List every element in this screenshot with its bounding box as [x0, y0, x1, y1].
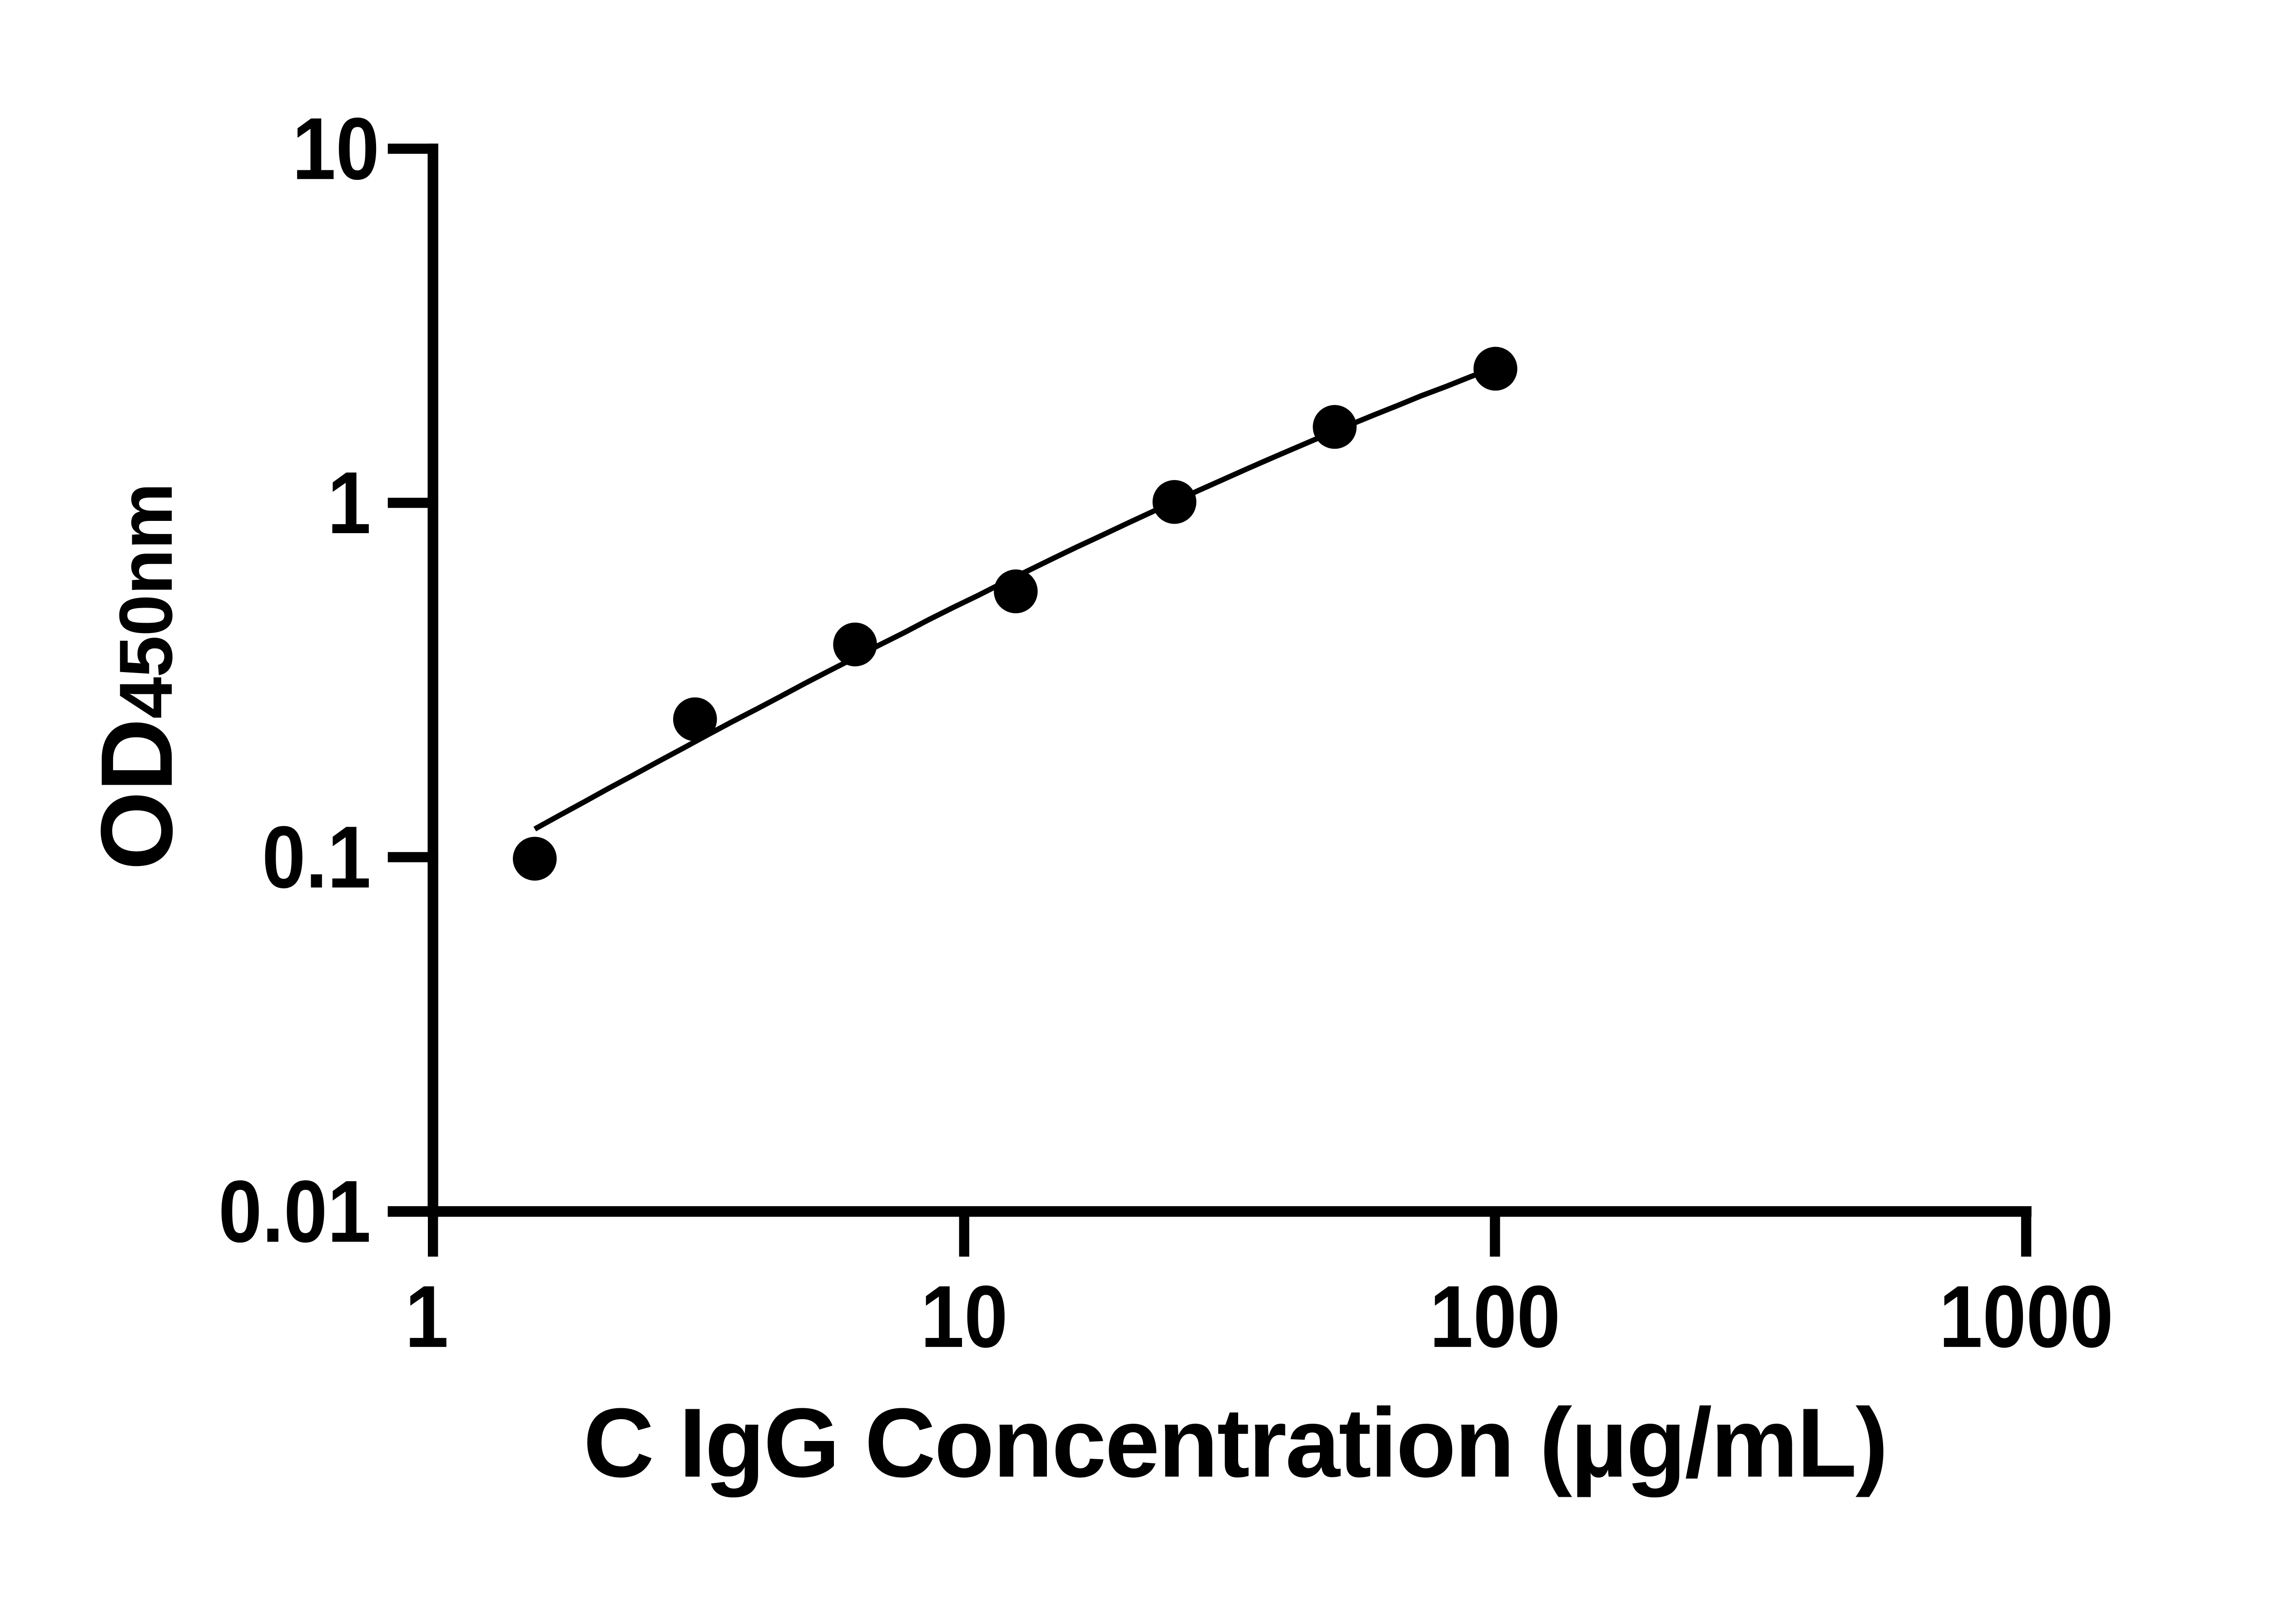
svg-text:10: 10 [292, 99, 379, 198]
svg-text:C IgG Concentration (µg/mL): C IgG Concentration (µg/mL) [583, 1387, 1887, 1497]
svg-text:10: 10 [921, 1268, 1008, 1366]
svg-text:1: 1 [405, 1268, 449, 1366]
svg-text:0.1: 0.1 [262, 808, 371, 906]
svg-text:0.01: 0.01 [218, 1162, 371, 1261]
svg-text:OD450nm: OD450nm [79, 483, 193, 870]
svg-text:1: 1 [327, 454, 371, 552]
svg-text:1000: 1000 [1939, 1268, 2113, 1366]
svg-text:100: 100 [1429, 1268, 1560, 1366]
